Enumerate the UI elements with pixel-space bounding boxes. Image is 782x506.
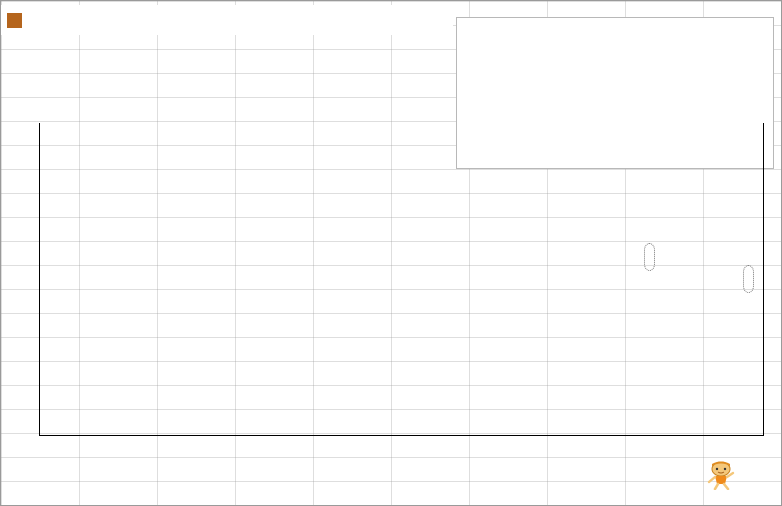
husband-death-arrow-icon <box>644 243 655 271</box>
running-character-icon <box>707 461 735 490</box>
bar-series <box>40 123 763 435</box>
family-profile-info-box <box>456 17 774 169</box>
page-title <box>1 5 453 35</box>
wife-death-marker <box>743 263 754 293</box>
square-bullet-icon <box>7 12 22 28</box>
husband-death-marker <box>644 241 655 271</box>
x-axis-tick-labels <box>39 438 764 452</box>
x-axis-line <box>39 435 764 436</box>
y-axis-right-line <box>763 123 764 435</box>
plot-area <box>39 123 764 435</box>
y-axis-line <box>39 123 40 435</box>
wife-death-arrow-icon <box>743 265 754 293</box>
